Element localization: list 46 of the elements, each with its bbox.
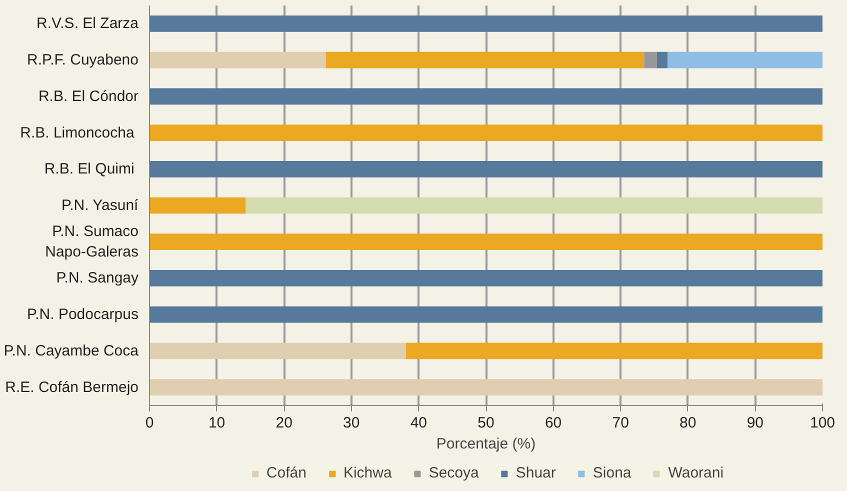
legend-label: Secoya xyxy=(428,464,479,482)
bar xyxy=(150,270,822,286)
legend-label: Waorani xyxy=(668,464,724,482)
x-axis-title: Porcentaje (%) xyxy=(436,436,536,452)
x-tick-label: 30 xyxy=(343,414,360,432)
y-tick-label: R.V.S. El Zarza xyxy=(36,15,140,32)
bar xyxy=(150,234,822,250)
y-tick-label: R.B. Limoncocha xyxy=(20,124,135,142)
y-tick-label: R.B. El Cóndor xyxy=(38,88,139,105)
x-tick-label: 20 xyxy=(276,414,292,432)
bar xyxy=(644,52,657,68)
legend-label: Siona xyxy=(592,464,632,482)
x-tick-label: 10 xyxy=(208,414,226,432)
legend-label: Cofán xyxy=(266,464,306,482)
bar xyxy=(406,342,822,360)
y-tick-label: P.N. Cayambe Coca xyxy=(4,342,140,360)
x-tick-label: 40 xyxy=(410,414,428,432)
bar xyxy=(150,160,822,178)
bar xyxy=(150,124,822,141)
bar xyxy=(668,52,822,68)
bar xyxy=(150,88,822,105)
x-tick-label: 100 xyxy=(810,414,836,432)
x-tick-label: 50 xyxy=(478,414,494,432)
bar xyxy=(150,52,326,68)
x-tick-label: 80 xyxy=(680,414,696,432)
bar xyxy=(150,342,406,360)
legend-label: Kichwa xyxy=(343,464,392,482)
bar xyxy=(656,52,668,68)
x-tick-label: 70 xyxy=(612,414,629,432)
bar xyxy=(246,197,822,214)
y-tick-label: P.N. Yasuní xyxy=(62,197,140,214)
bar xyxy=(150,197,246,214)
y-tick-label: R.B. El Quimi xyxy=(44,160,134,178)
x-tick-label: 60 xyxy=(544,414,562,432)
bar xyxy=(326,52,644,68)
legend-label: Shuar xyxy=(516,464,556,482)
y-tick-label: P.N. Sangay xyxy=(56,270,139,287)
bar xyxy=(150,379,822,396)
x-tick-label: 0 xyxy=(145,414,154,432)
y-tick-label: R.P.F. Cuyabeno xyxy=(27,52,139,69)
x-tick-label: 90 xyxy=(746,414,764,432)
bar xyxy=(150,306,822,323)
bar xyxy=(150,16,822,32)
y-tick-label: R.E. Cofán Bermejo xyxy=(5,378,138,396)
y-tick-label: P.N. Podocarpus xyxy=(27,306,139,324)
y-tick-label: P.N. Sumaco Napo-Galeras xyxy=(45,223,139,261)
